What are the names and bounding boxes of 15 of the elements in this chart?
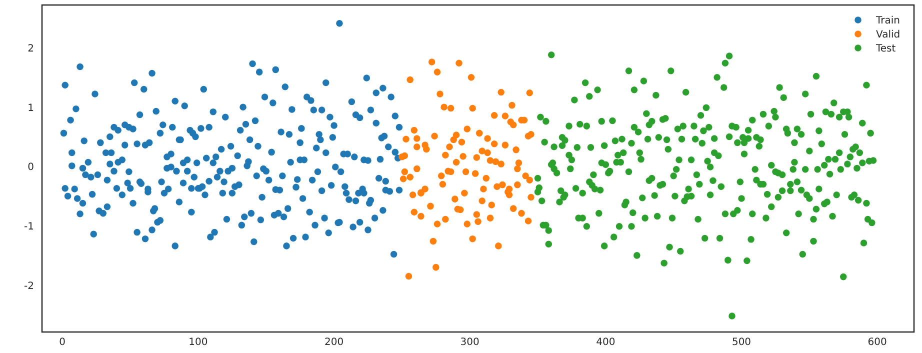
x-tick-label: 500 [732, 337, 752, 348]
y-tick-label: 2 [28, 44, 34, 55]
x-tick-label: 300 [460, 337, 480, 348]
y-tick-label: 0 [28, 162, 34, 174]
legend-label: Train [875, 16, 900, 26]
y-tick-label: -1 [24, 222, 34, 233]
y-tick-label: -2 [24, 280, 34, 292]
x-tick-label: 0 [59, 337, 66, 348]
legend-label: Valid [876, 30, 900, 40]
x-tick-label: 600 [868, 337, 887, 348]
legend-label: Test [875, 44, 896, 54]
x-tick-label: 200 [324, 337, 344, 348]
y-tick-label: 1 [28, 102, 34, 114]
x-tick-label: 100 [188, 337, 208, 348]
x-tick-label: 400 [596, 337, 616, 348]
